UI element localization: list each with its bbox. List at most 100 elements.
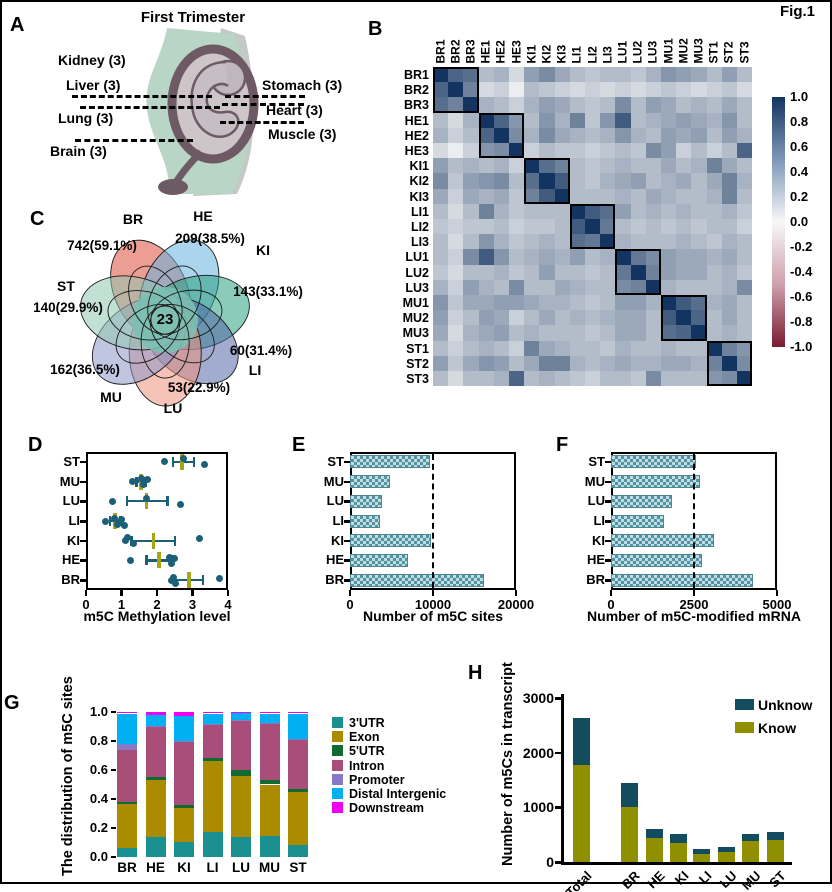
heatmap-cell xyxy=(676,249,692,265)
colorbar-tick-label: 0.0 xyxy=(790,214,809,229)
heatmap-cell xyxy=(645,158,661,174)
heatmap-cell xyxy=(630,203,646,219)
error-bar-cap xyxy=(171,456,175,467)
heatmap-col-label: ST1 xyxy=(706,40,721,63)
heatmap-cell xyxy=(661,112,677,128)
legend-swatch xyxy=(332,773,343,785)
heatmap-col-label: ST2 xyxy=(721,40,736,63)
heatmap-cell xyxy=(569,325,585,341)
heatmap-tissue-block xyxy=(433,67,479,113)
heatmap-cell xyxy=(554,143,570,159)
dotplot-category-label: KI xyxy=(67,532,80,548)
heatmap-cell xyxy=(554,173,570,189)
error-bar-cap xyxy=(145,555,148,566)
heatmap-cell xyxy=(524,97,540,113)
value-bar xyxy=(611,455,696,469)
value-bar xyxy=(611,553,702,567)
heatmap-cell xyxy=(661,371,677,387)
heatmap-cell xyxy=(630,340,646,356)
heatmap-row-label: KI3 xyxy=(409,189,429,204)
error-bar-cap xyxy=(135,476,138,487)
heatmap-cell xyxy=(706,325,722,341)
heatmap-cell xyxy=(676,82,692,98)
heatmap-row-label: LI1 xyxy=(410,204,429,219)
heatmap-row-label: BR3 xyxy=(403,98,429,113)
heatmap-cell xyxy=(569,127,585,143)
heatmap-cell xyxy=(737,371,753,387)
transcript-category-label: Total xyxy=(562,868,595,892)
stack-segment xyxy=(259,712,280,714)
legend-swatch xyxy=(332,731,343,743)
heatmap-cell xyxy=(463,97,479,113)
heatmap-cell xyxy=(691,158,707,174)
panel-g-letter: G xyxy=(4,692,20,714)
heatmap-cell xyxy=(539,371,555,387)
legend-label: Intron xyxy=(349,758,385,773)
heatmap-cell xyxy=(691,310,707,326)
bar-category-label: HE xyxy=(325,552,344,568)
heatmap-cell xyxy=(600,234,616,250)
heatmap-cell xyxy=(706,340,722,356)
heatmap-cell xyxy=(600,173,616,189)
heatmap-cell xyxy=(691,264,707,280)
cord-end xyxy=(158,179,188,195)
fetus-illustration xyxy=(146,28,259,196)
know-segment xyxy=(718,852,735,862)
heatmap-cell xyxy=(463,371,479,387)
bar-category-label: LU xyxy=(326,493,344,509)
heatmap-cell xyxy=(554,371,570,387)
heatmap-cell xyxy=(554,340,570,356)
heatmap-cell xyxy=(615,340,631,356)
mrna-barchart-xlabel: Number of m5C-modified mRNA xyxy=(587,608,801,624)
stack-ytick-label: 0.6 xyxy=(89,762,108,777)
heatmap-row-label: LU3 xyxy=(405,280,429,295)
heatmap-cell xyxy=(509,234,525,250)
callout-line-heart xyxy=(222,103,304,106)
heatmap-cell xyxy=(433,310,449,326)
heatmap-cell xyxy=(600,279,616,295)
stack-segment xyxy=(117,743,137,750)
heatmap-cell xyxy=(433,264,449,280)
organ-label-stomach: Stomach (3) xyxy=(262,77,343,93)
error-bar-cap xyxy=(108,516,112,526)
heatmap-cell xyxy=(585,310,601,326)
stack-category-label: HE xyxy=(146,860,165,875)
heatmap-cell xyxy=(600,67,616,83)
heatmap-cell xyxy=(569,234,585,250)
organ-label-lung: Lung (3) xyxy=(58,110,114,126)
panel-f-letter: F xyxy=(556,434,569,456)
heatmap-row-label: MU1 xyxy=(402,296,429,310)
heatmap-cell xyxy=(463,325,479,341)
heatmap-cell xyxy=(721,82,737,98)
heatmap-cell xyxy=(737,173,753,189)
heatmap-cell xyxy=(721,158,737,174)
heatmap-cell xyxy=(600,188,616,204)
heatmap-col-label: BR2 xyxy=(448,38,463,63)
stack-segment xyxy=(231,712,251,714)
dotplot-xtick xyxy=(155,590,159,596)
heatmap-cell xyxy=(615,173,631,189)
data-point xyxy=(137,475,145,483)
heatmap-cell xyxy=(630,371,646,387)
know-segment xyxy=(646,837,663,862)
bar-xtick-label: 20000 xyxy=(497,597,535,612)
unknow-segment xyxy=(718,847,735,853)
error-bar-cap xyxy=(173,535,176,546)
heatmap-cell xyxy=(569,340,585,356)
stack-segment xyxy=(117,749,137,803)
bar-category-label: HE xyxy=(586,552,605,568)
heatmap-cell xyxy=(645,371,661,387)
heatmap-cell xyxy=(509,340,525,356)
callout-line-stomach xyxy=(225,95,305,98)
heatmap-cell xyxy=(721,188,737,204)
stack-segment xyxy=(202,713,223,724)
heatmap-col-label: LI2 xyxy=(585,45,600,63)
organ-label-heart: Heart (3) xyxy=(266,102,323,118)
heatmap-cell xyxy=(645,188,661,204)
heatmap-cell xyxy=(509,264,525,280)
heatmap-cell xyxy=(478,234,494,250)
heatmap-cell xyxy=(433,203,449,219)
heatmap-cell xyxy=(706,173,722,189)
heatmap-cell xyxy=(463,310,479,326)
heatmap-cell xyxy=(645,112,661,128)
